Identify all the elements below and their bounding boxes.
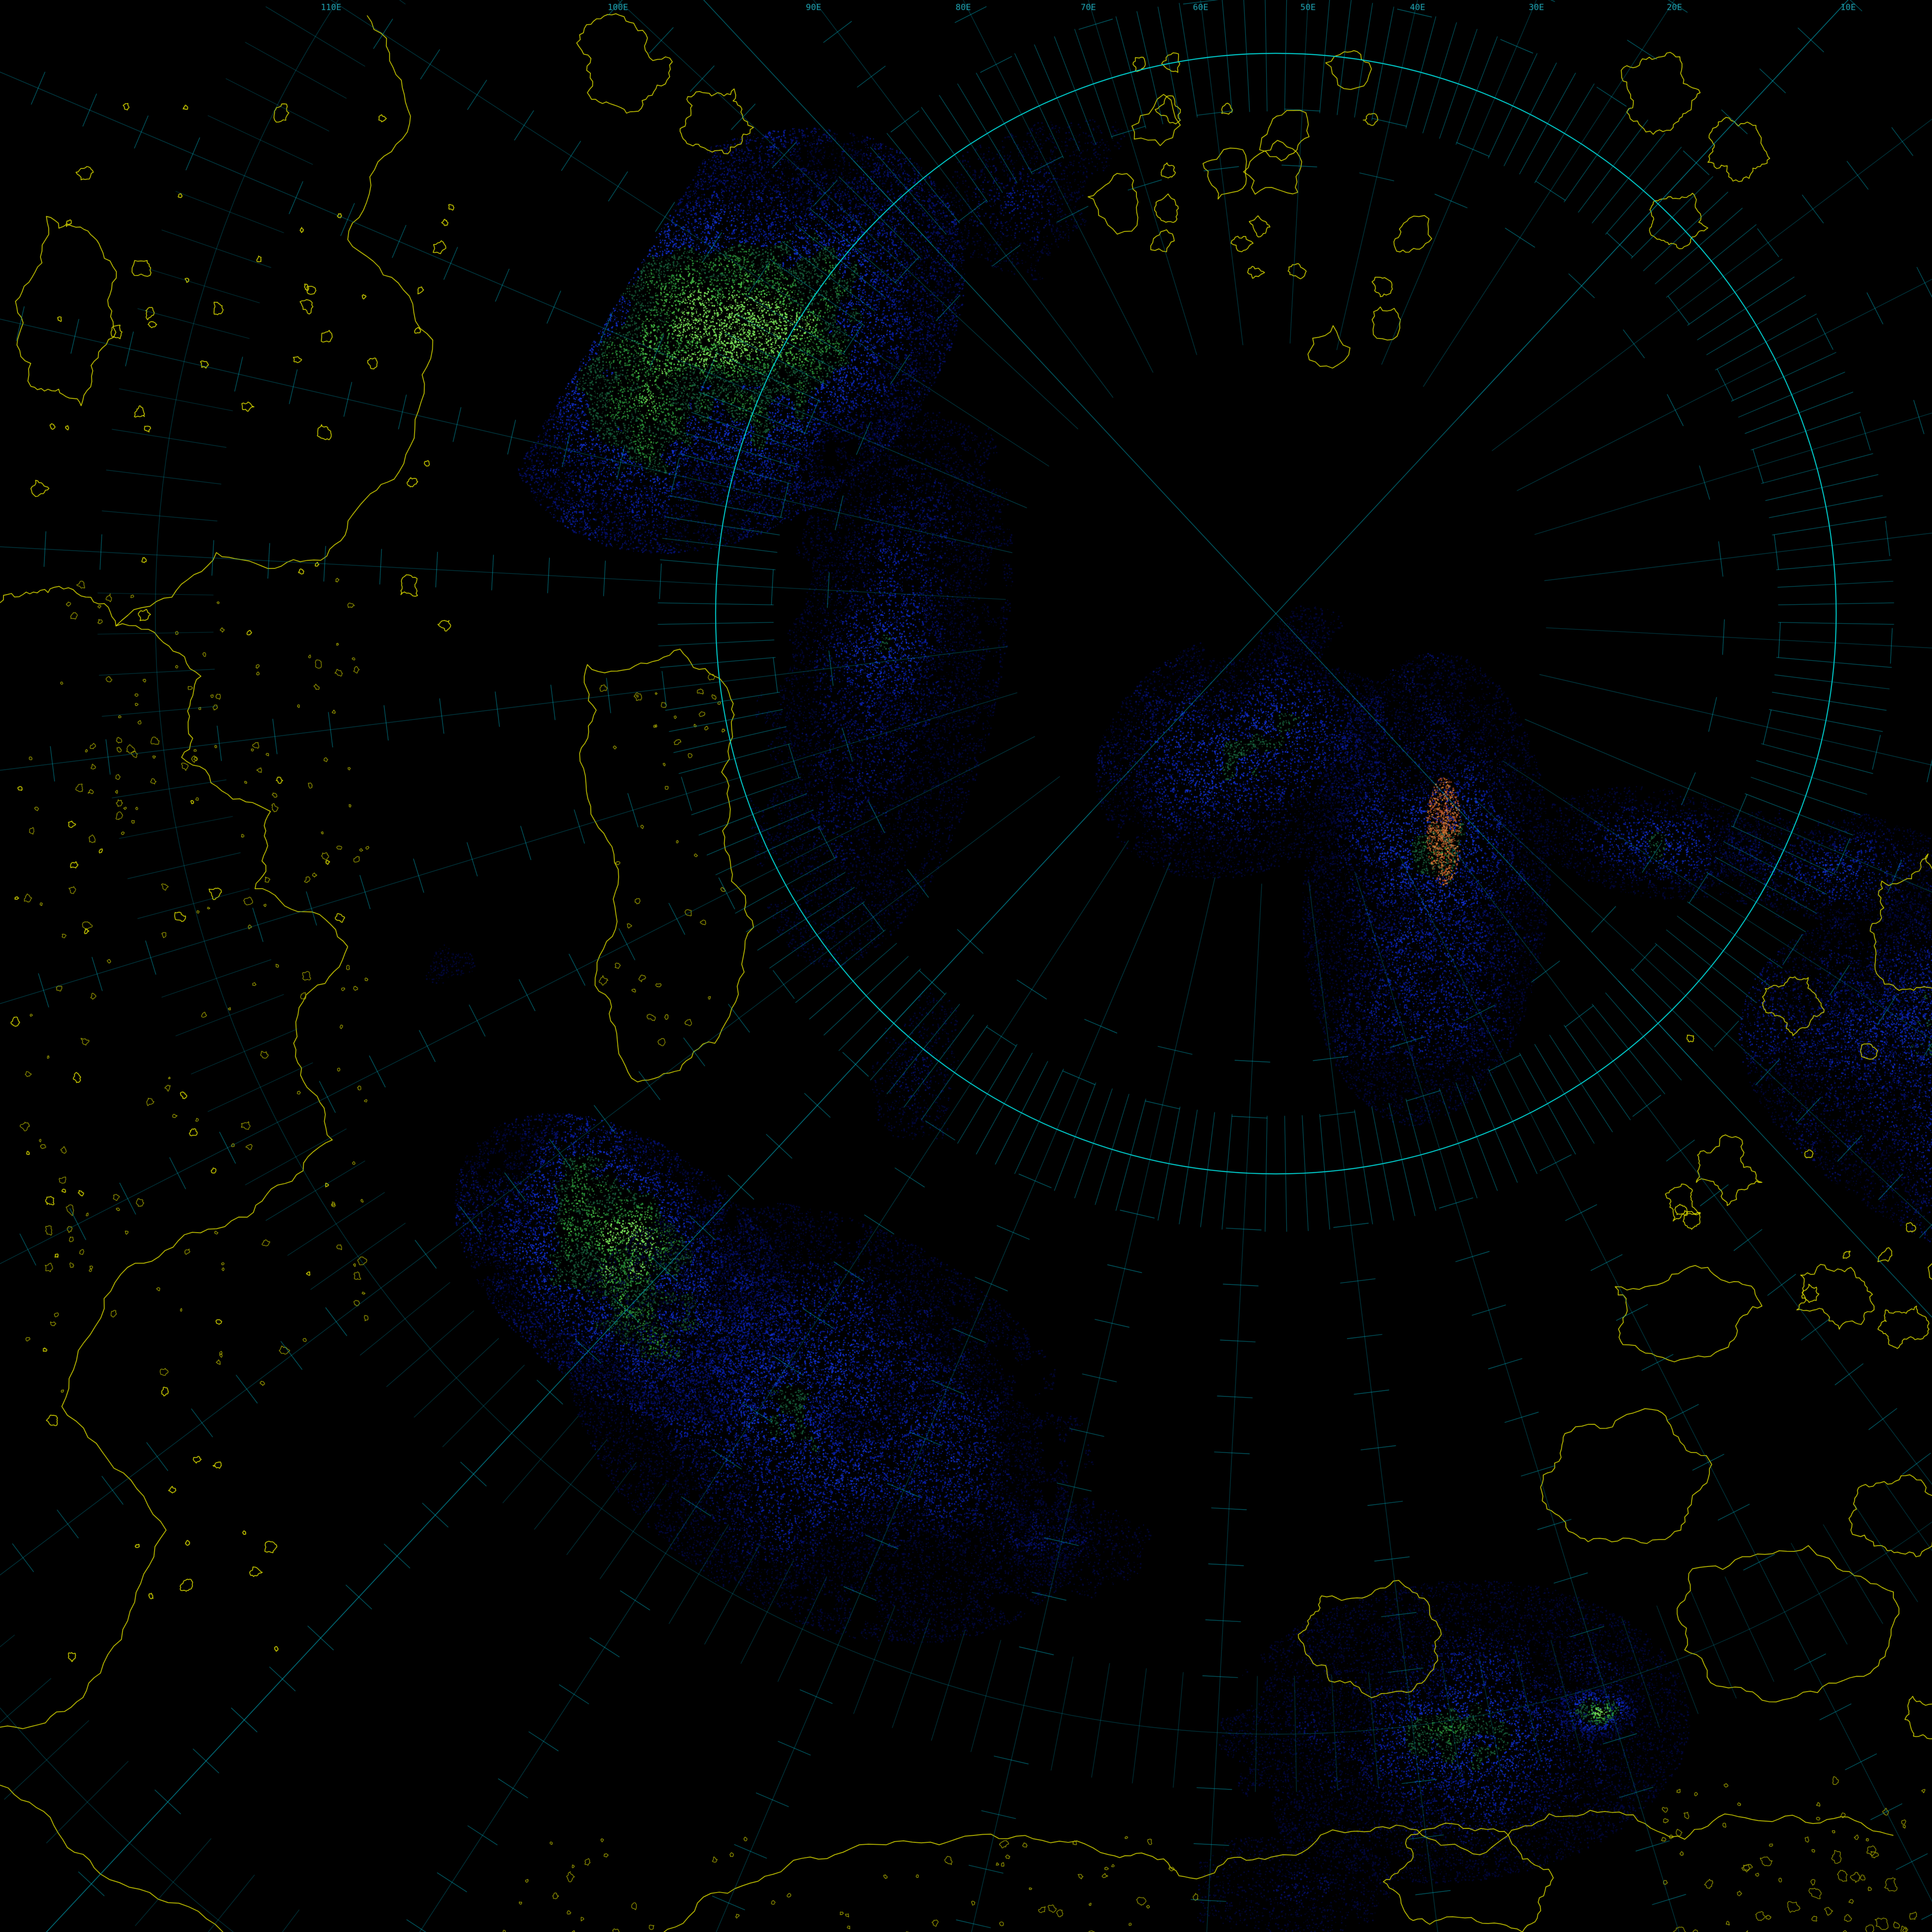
viirs-so2-polar-map: VIIRS SO2 Index noaa21 2025/10/26 17:49 …	[0, 0, 1932, 1932]
so2-polar-map-canvas	[0, 0, 1932, 1932]
